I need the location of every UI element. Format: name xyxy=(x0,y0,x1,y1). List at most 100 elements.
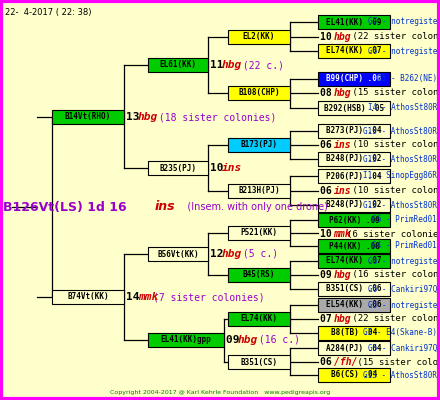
Text: EL41(KK)gpp: EL41(KK)gpp xyxy=(161,336,212,344)
FancyBboxPatch shape xyxy=(228,226,290,240)
FancyBboxPatch shape xyxy=(318,124,390,138)
Text: 07: 07 xyxy=(320,314,337,324)
FancyBboxPatch shape xyxy=(228,355,290,369)
Text: B56Vt(KK): B56Vt(KK) xyxy=(157,250,199,258)
Text: G13 - AthosSt80R: G13 - AthosSt80R xyxy=(363,200,437,210)
Text: EL41(KK) .09: EL41(KK) .09 xyxy=(326,18,382,26)
FancyBboxPatch shape xyxy=(318,298,390,312)
FancyBboxPatch shape xyxy=(318,326,390,340)
Text: B173(PJ): B173(PJ) xyxy=(241,140,278,150)
Text: 06: 06 xyxy=(320,357,337,367)
Text: A284(PJ) .04: A284(PJ) .04 xyxy=(326,344,382,352)
Text: hbg: hbg xyxy=(334,270,351,280)
Text: B45(RS): B45(RS) xyxy=(243,270,275,280)
Text: P62(KK) .09: P62(KK) .09 xyxy=(329,216,379,224)
Text: B14Vt(RHO): B14Vt(RHO) xyxy=(65,112,111,122)
Text: EL74(KK) .07: EL74(KK) .07 xyxy=(326,46,382,56)
Text: EL2(KK): EL2(KK) xyxy=(243,32,275,42)
Text: B213H(PJ): B213H(PJ) xyxy=(238,186,280,196)
Text: (6 sister colonies): (6 sister colonies) xyxy=(347,230,440,238)
Text: 10: 10 xyxy=(210,163,230,173)
FancyBboxPatch shape xyxy=(318,198,390,212)
Text: P521(KK): P521(KK) xyxy=(241,228,278,238)
Text: 22-  4-2017 ( 22: 38): 22- 4-2017 ( 22: 38) xyxy=(5,8,92,17)
Text: B248(PJ) .02: B248(PJ) .02 xyxy=(326,200,382,210)
Text: G3 - E4(Skane-B): G3 - E4(Skane-B) xyxy=(363,328,437,338)
Text: G6 - PrimRed01: G6 - PrimRed01 xyxy=(372,216,437,224)
Text: G13 - AthosSt80R: G13 - AthosSt80R xyxy=(363,154,437,164)
Text: B351(CS): B351(CS) xyxy=(241,358,278,366)
FancyBboxPatch shape xyxy=(148,58,208,72)
FancyBboxPatch shape xyxy=(318,15,390,29)
Text: 10: 10 xyxy=(320,32,337,42)
Text: /fh/: /fh/ xyxy=(334,357,357,367)
Text: (15 sister colonies): (15 sister colonies) xyxy=(352,358,440,366)
Text: G6 - notregiste: G6 - notregiste xyxy=(368,256,437,266)
Text: 13: 13 xyxy=(126,112,146,122)
Text: B99(CHP) .06: B99(CHP) .06 xyxy=(326,74,382,84)
FancyBboxPatch shape xyxy=(318,282,390,296)
FancyBboxPatch shape xyxy=(318,213,390,227)
Text: 09: 09 xyxy=(320,270,337,280)
Text: P206(PJ) .04: P206(PJ) .04 xyxy=(326,172,382,180)
Text: B292(HSB) .05: B292(HSB) .05 xyxy=(324,104,384,112)
Text: mmk: mmk xyxy=(138,292,158,302)
Text: 06: 06 xyxy=(320,186,337,196)
Text: B248(PJ) .02: B248(PJ) .02 xyxy=(326,154,382,164)
Text: 14: 14 xyxy=(126,292,146,302)
Text: Copyright 2004-2017 @ Karl Kehrle Foundation   www.pedigreapis.org: Copyright 2004-2017 @ Karl Kehrle Founda… xyxy=(110,390,330,395)
FancyBboxPatch shape xyxy=(318,254,390,268)
Text: G13 - AthosSt80R: G13 - AthosSt80R xyxy=(363,126,437,136)
Text: hbg: hbg xyxy=(334,88,351,98)
Text: EL74(KK): EL74(KK) xyxy=(241,314,278,324)
Text: B8(TB) .04: B8(TB) .04 xyxy=(331,328,377,338)
Text: 08: 08 xyxy=(320,88,337,98)
Text: (5 c.): (5 c.) xyxy=(237,249,278,259)
Text: 06: 06 xyxy=(320,140,337,150)
FancyBboxPatch shape xyxy=(228,184,290,198)
FancyBboxPatch shape xyxy=(318,169,390,183)
Text: B235(PJ): B235(PJ) xyxy=(159,164,197,172)
Text: (16 sister colonies): (16 sister colonies) xyxy=(347,270,440,280)
FancyBboxPatch shape xyxy=(228,30,290,44)
FancyBboxPatch shape xyxy=(52,290,124,304)
Text: hbg: hbg xyxy=(238,335,258,345)
Text: ins: ins xyxy=(334,186,351,196)
FancyBboxPatch shape xyxy=(148,161,208,175)
FancyBboxPatch shape xyxy=(52,110,124,124)
Text: I1 - SinopEgg86R: I1 - SinopEgg86R xyxy=(363,172,437,180)
Text: (18 sister colonies): (18 sister colonies) xyxy=(153,112,276,122)
FancyBboxPatch shape xyxy=(318,72,390,86)
Text: P44(KK) .08: P44(KK) .08 xyxy=(329,242,379,250)
Text: B351(CS) .06: B351(CS) .06 xyxy=(326,284,382,294)
Text: G5 - Cankiri97Q: G5 - Cankiri97Q xyxy=(368,344,437,352)
Text: G7 - notregiste: G7 - notregiste xyxy=(368,18,437,26)
Text: 11: 11 xyxy=(210,60,230,70)
Text: (16 c.): (16 c.) xyxy=(253,335,300,345)
FancyBboxPatch shape xyxy=(148,333,224,347)
Text: (Insem. with only one drone): (Insem. with only one drone) xyxy=(178,202,328,212)
Text: (7 sister colonies): (7 sister colonies) xyxy=(153,292,264,302)
Text: EL74(KK) .07: EL74(KK) .07 xyxy=(326,256,382,266)
Text: B74Vt(KK): B74Vt(KK) xyxy=(67,292,109,302)
Text: EL54(KK) .06: EL54(KK) .06 xyxy=(326,300,382,310)
FancyBboxPatch shape xyxy=(228,268,290,282)
FancyBboxPatch shape xyxy=(318,44,390,58)
Text: 10: 10 xyxy=(320,229,337,239)
Text: ins: ins xyxy=(155,200,176,214)
FancyBboxPatch shape xyxy=(228,86,290,100)
Text: B6(CS) .04: B6(CS) .04 xyxy=(331,370,377,380)
Text: B126Vt(LS) 1d 16: B126Vt(LS) 1d 16 xyxy=(3,200,127,214)
Text: G5 - notregiste: G5 - notregiste xyxy=(368,300,437,310)
Text: B108(CHP): B108(CHP) xyxy=(238,88,280,98)
Text: ins: ins xyxy=(222,163,242,173)
FancyBboxPatch shape xyxy=(318,239,390,253)
Text: G6 - notregiste: G6 - notregiste xyxy=(368,46,437,56)
Text: (22 sister colonies): (22 sister colonies) xyxy=(347,314,440,324)
FancyBboxPatch shape xyxy=(228,138,290,152)
Text: 12: 12 xyxy=(210,249,230,259)
Text: (22 c.): (22 c.) xyxy=(237,60,284,70)
Text: hbg: hbg xyxy=(138,112,158,122)
Text: G13 - AthosSt80R: G13 - AthosSt80R xyxy=(363,370,437,380)
Text: hbg: hbg xyxy=(334,32,351,42)
